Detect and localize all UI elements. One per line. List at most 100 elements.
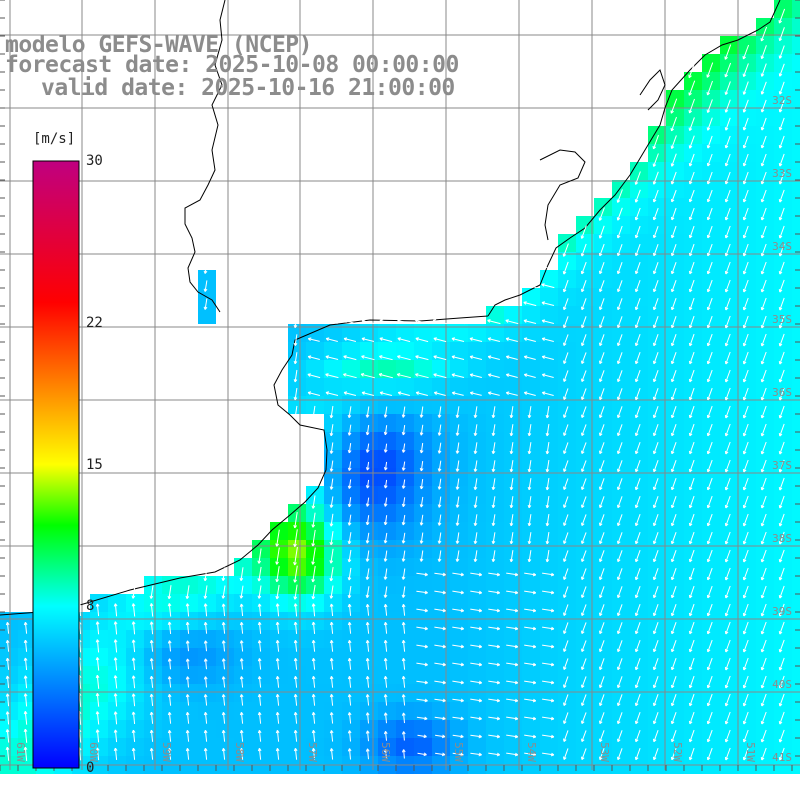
wind-cell bbox=[684, 414, 702, 432]
wind-cell bbox=[576, 414, 594, 432]
wind-arrow bbox=[688, 189, 695, 203]
wind-cell bbox=[666, 270, 684, 288]
wind-cell bbox=[342, 702, 360, 720]
wind-arrow bbox=[599, 478, 605, 491]
wind-arrow bbox=[455, 424, 460, 436]
wind-cell bbox=[468, 450, 486, 468]
wind-arrow bbox=[95, 711, 100, 725]
wind-arrow bbox=[724, 153, 731, 167]
wind-cell bbox=[414, 342, 432, 360]
wind-arrow bbox=[760, 423, 767, 437]
wind-arrow bbox=[541, 319, 555, 324]
wind-cell bbox=[486, 504, 504, 522]
wind-cell bbox=[774, 252, 792, 270]
wind-arrow bbox=[383, 550, 388, 562]
wind-arrow bbox=[617, 460, 623, 473]
wind-arrow bbox=[307, 373, 321, 379]
wind-cell bbox=[738, 432, 756, 450]
wind-cell bbox=[792, 342, 800, 360]
wind-cell bbox=[558, 360, 576, 378]
wind-arrow bbox=[634, 334, 641, 347]
wind-cell bbox=[414, 486, 432, 504]
wind-arrow bbox=[524, 608, 537, 613]
wind-cell bbox=[342, 630, 360, 648]
colorbar-unit: [m/s] bbox=[33, 131, 76, 147]
wind-cell bbox=[792, 162, 800, 180]
wind-cell bbox=[180, 630, 198, 648]
wind-arrow bbox=[221, 640, 226, 652]
wind-cell bbox=[198, 666, 216, 684]
wind-cell bbox=[450, 738, 468, 756]
wind-cell bbox=[576, 360, 594, 378]
wind-arrow bbox=[724, 99, 731, 113]
wind-arrow bbox=[778, 441, 785, 455]
wind-arrow bbox=[581, 514, 587, 526]
wind-arrow bbox=[541, 337, 554, 342]
wind-arrow bbox=[724, 639, 731, 653]
wind-cell bbox=[54, 684, 72, 702]
wind-arrow bbox=[617, 298, 623, 311]
wind-cell bbox=[738, 180, 756, 198]
wind-cell bbox=[738, 36, 756, 54]
wind-arrow bbox=[488, 626, 501, 631]
wind-cell bbox=[666, 414, 684, 432]
wind-arrow bbox=[778, 675, 785, 689]
wind-arrow bbox=[185, 603, 190, 617]
wind-cell bbox=[702, 612, 720, 630]
wind-cell bbox=[684, 216, 702, 234]
wind-cell bbox=[792, 36, 800, 54]
wind-cell bbox=[360, 522, 378, 540]
wind-cell bbox=[234, 738, 252, 756]
wind-arrow bbox=[724, 261, 731, 275]
wind-cell bbox=[504, 414, 522, 432]
wind-arrow bbox=[706, 369, 713, 383]
wind-cell bbox=[126, 720, 144, 738]
wind-cell bbox=[756, 252, 774, 270]
wind-arrow bbox=[599, 658, 605, 671]
wind-arrow bbox=[257, 585, 262, 599]
wind-cell bbox=[576, 504, 594, 522]
wind-arrow bbox=[634, 280, 641, 293]
wind-cell bbox=[396, 540, 414, 558]
wind-arrow bbox=[113, 657, 118, 671]
wind-arrow bbox=[724, 369, 731, 383]
wind-arrow bbox=[488, 572, 501, 577]
wind-cell bbox=[126, 630, 144, 648]
wind-cell bbox=[504, 702, 522, 720]
wind-arrow bbox=[688, 80, 696, 96]
wind-cell bbox=[594, 594, 612, 612]
wind-cell bbox=[774, 90, 792, 108]
wind-arrow bbox=[670, 298, 677, 311]
wind-cell bbox=[162, 594, 180, 612]
wind-arrow bbox=[365, 406, 370, 418]
wind-cell bbox=[450, 612, 468, 630]
wind-arrow bbox=[524, 698, 537, 703]
wind-arrow bbox=[527, 424, 532, 437]
wind-cell bbox=[252, 594, 270, 612]
wind-arrow bbox=[652, 262, 659, 275]
wind-cell bbox=[576, 666, 594, 684]
wind-cell bbox=[774, 162, 792, 180]
wind-arrow bbox=[778, 405, 785, 419]
wind-arrow bbox=[760, 117, 767, 131]
wind-cell bbox=[594, 684, 612, 702]
wind-arrow bbox=[419, 406, 424, 418]
wind-cell bbox=[720, 252, 738, 270]
wind-cell bbox=[612, 486, 630, 504]
wind-arrow bbox=[433, 391, 446, 396]
wind-arrow bbox=[652, 694, 659, 707]
wind-arrow bbox=[293, 546, 298, 566]
wind-cell bbox=[162, 720, 180, 738]
wind-arrow bbox=[670, 568, 677, 581]
wind-cell bbox=[756, 270, 774, 288]
wind-arrow bbox=[527, 478, 532, 491]
wind-cell bbox=[720, 612, 738, 630]
wind-arrow bbox=[742, 657, 749, 671]
wind-arrow bbox=[563, 694, 569, 706]
wind-arrow bbox=[724, 477, 731, 491]
wind-cell bbox=[720, 324, 738, 342]
wind-arrow bbox=[706, 207, 713, 221]
wind-arrow bbox=[617, 424, 623, 437]
wind-cell bbox=[774, 432, 792, 450]
